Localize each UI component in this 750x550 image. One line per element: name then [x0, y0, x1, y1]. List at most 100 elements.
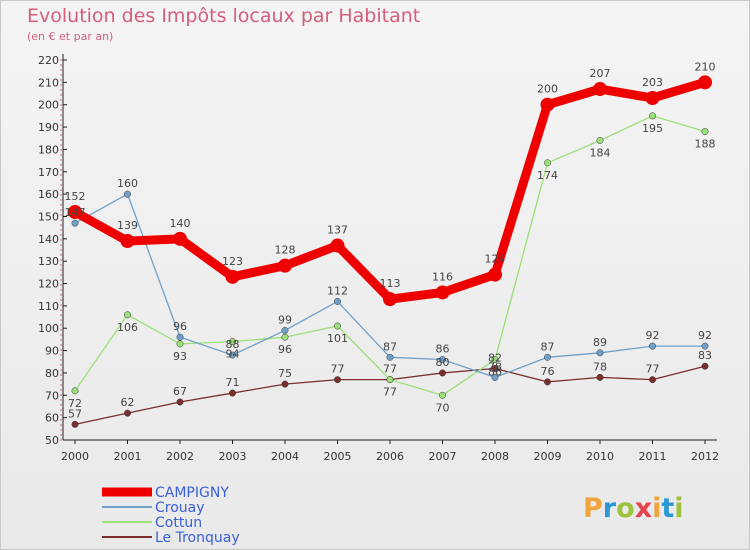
data-point	[491, 356, 499, 363]
data-point	[439, 391, 446, 399]
logo-letter: t	[661, 493, 674, 524]
data-point	[71, 420, 79, 428]
data-point	[439, 356, 446, 363]
y-tick-label: 110	[38, 300, 59, 313]
data-point	[124, 190, 131, 198]
data-label: 77	[383, 363, 397, 376]
series-line-campigny	[70, 77, 710, 304]
x-tick-label: 2006	[376, 450, 404, 463]
data-point	[649, 342, 656, 350]
data-point	[173, 231, 187, 246]
proxiti-logo: Proxiti	[583, 493, 684, 524]
data-label: 195	[642, 122, 663, 135]
data-label: 113	[380, 277, 401, 290]
data-label: 70	[436, 401, 450, 414]
data-label: 57	[68, 407, 82, 420]
data-point	[334, 376, 341, 384]
x-tick-label: 2002	[166, 450, 194, 463]
data-label: 87	[383, 340, 397, 353]
y-tick-label: 210	[38, 76, 59, 89]
legend-label: Cottun	[155, 515, 202, 531]
legend-label: Le Tronquay	[155, 530, 240, 546]
data-point	[386, 376, 394, 384]
data-point	[701, 362, 709, 370]
data-label: 87	[541, 340, 555, 353]
data-label: 83	[698, 349, 712, 362]
data-point	[334, 322, 341, 330]
y-tick-label: 150	[38, 210, 59, 223]
data-label: 86	[436, 343, 450, 356]
data-point	[701, 128, 709, 135]
data-label: 86	[488, 366, 502, 379]
x-tick-label: 2005	[324, 450, 352, 463]
data-point	[71, 387, 79, 395]
data-label: 94	[226, 348, 240, 361]
x-tick-label: 2012	[691, 450, 719, 463]
legend-label: CAMPIGNY	[155, 485, 229, 501]
data-point	[649, 112, 656, 120]
series-line-cottun	[74, 115, 706, 396]
data-label: 78	[488, 360, 502, 373]
data-point	[176, 398, 184, 406]
data-label: 80	[436, 356, 450, 369]
data-label: 78	[593, 360, 607, 373]
data-point	[330, 238, 345, 253]
data-point	[281, 333, 289, 341]
data-label: 152	[65, 190, 86, 203]
data-point	[596, 349, 604, 357]
data-label: 92	[646, 329, 660, 342]
data-label: 101	[327, 332, 348, 345]
y-tick-label: 80	[45, 367, 59, 380]
x-tick-label: 2008	[481, 450, 509, 463]
chart-subtitle: (en € et par an)	[27, 30, 114, 43]
data-label: 188	[695, 138, 716, 151]
data-label: 123	[222, 255, 243, 268]
data-point	[120, 234, 135, 249]
logo-letter: i	[652, 493, 661, 524]
logo-letter: o	[616, 493, 635, 524]
chart-title: Evolution des Impôts locaux par Habitant	[27, 5, 421, 27]
data-labels: 57 62 67 71 75 77 77 80 82 76 78 77 83 72 106 93 94 96 101…	[65, 60, 716, 420]
data-point	[435, 285, 450, 300]
data-label: 71	[226, 376, 240, 389]
data-point	[124, 409, 131, 417]
x-tick-label: 2001	[114, 450, 142, 463]
logo-letter: i	[674, 493, 683, 524]
data-label: 140	[170, 217, 191, 230]
series-lines	[68, 75, 712, 428]
data-point	[544, 378, 551, 386]
data-point	[544, 159, 551, 167]
data-label: 147	[65, 206, 86, 219]
data-label: 137	[327, 224, 348, 237]
data-label: 77	[383, 386, 397, 399]
data-label: 128	[275, 244, 296, 257]
data-label: 82	[488, 351, 502, 364]
y-tick-label: 100	[38, 322, 59, 335]
y-tick-label: 170	[38, 166, 59, 179]
data-label: 96	[173, 320, 187, 333]
data-point	[386, 353, 394, 361]
legend-label: Crouay	[155, 500, 205, 516]
data-label: 77	[646, 363, 660, 376]
data-label: 174	[537, 169, 558, 182]
data-point	[278, 258, 292, 273]
data-label: 96	[278, 343, 292, 356]
data-point	[649, 376, 656, 384]
data-point	[540, 97, 555, 112]
data-label: 124	[485, 253, 506, 266]
data-label: 93	[173, 350, 187, 363]
logo-letter: x	[635, 493, 652, 524]
data-label: 210	[695, 60, 716, 73]
data-label: 200	[537, 83, 558, 96]
data-point	[596, 137, 604, 144]
data-point	[176, 340, 184, 348]
data-label: 203	[642, 76, 663, 89]
data-point	[698, 75, 712, 90]
y-tick-label: 140	[38, 233, 59, 246]
data-label: 99	[278, 313, 292, 326]
y-tick-label: 190	[38, 121, 59, 134]
data-point	[645, 91, 660, 105]
data-point	[334, 297, 341, 305]
data-point	[176, 333, 184, 341]
